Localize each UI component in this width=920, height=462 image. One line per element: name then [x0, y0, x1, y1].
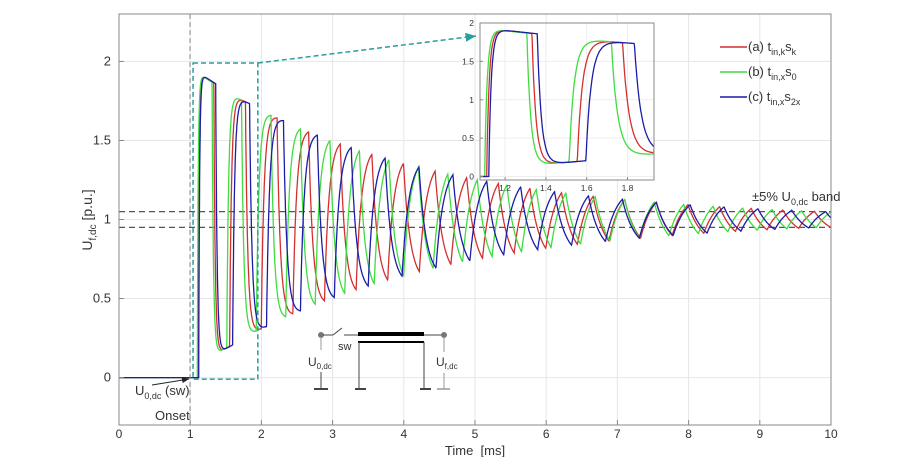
series-line-0 — [119, 76, 831, 379]
source-arrow — [151, 377, 190, 386]
series-line-2 — [119, 76, 831, 379]
output-label: Uf,dc — [436, 355, 458, 371]
source-annotation: U0,dc (sw) — [135, 383, 190, 401]
zoom-arrow — [257, 32, 477, 64]
x-tick-label: 4 — [400, 427, 407, 441]
x-tick-label: 5 — [472, 427, 479, 441]
inset-background — [480, 23, 654, 180]
series-main — [119, 76, 831, 379]
inset-series-line-2 — [480, 30, 654, 178]
x-tick-label: 7 — [614, 427, 621, 441]
inset-y-tick-label: 1.5 — [462, 56, 474, 66]
switch-blade — [332, 327, 343, 336]
inset-frame — [479, 22, 655, 181]
x-tick-label: 1 — [187, 427, 194, 441]
x-tick-label: 6 — [543, 427, 550, 441]
series-inset — [480, 30, 654, 178]
inset-y-tick-label: 1 — [469, 95, 474, 105]
onset-label: Onset — [155, 408, 190, 423]
source-label: U0,dc — [308, 355, 332, 371]
x-tick-label: 0 — [116, 427, 123, 441]
x-axis-label: Time [ms] — [445, 443, 505, 457]
band-label: ±5% U0,dc band — [752, 189, 841, 207]
legend: (a) tin,ksk (b) tin,xs0 (c) tin,xs2x — [720, 39, 801, 107]
zoom-box — [192, 62, 259, 380]
y-tick-label: 2 — [104, 53, 111, 68]
series-line-1 — [119, 76, 831, 379]
inset-x-tick-label: 1.8 — [622, 183, 634, 193]
circuit-diagram — [314, 327, 450, 390]
legend-label-0: (a) tin,ksk — [748, 39, 797, 57]
x-tick-label: 8 — [685, 427, 692, 441]
y-axis-label: Uf,dc [p.u.] — [79, 189, 99, 250]
x-tick-label: 2 — [258, 427, 265, 441]
x-tick-label: 3 — [329, 427, 336, 441]
y-tick-label: 0 — [104, 370, 111, 385]
y-tick-label: 1 — [104, 212, 111, 227]
inset-x-tick-label: 1.2 — [499, 183, 511, 193]
inset-x-tick-label: 1.6 — [581, 183, 593, 193]
inset-y-tick-label: 0.5 — [462, 133, 474, 143]
x-tick-label: 10 — [824, 427, 838, 441]
source-node — [318, 332, 324, 338]
y-tick-label: 0.5 — [93, 291, 111, 306]
inset-y-tick-label: 2 — [469, 18, 474, 28]
legend-label-1: (b) tin,xs0 — [748, 64, 797, 82]
legend-label-2: (c) tin,xs2x — [748, 89, 801, 107]
inset-y-tick-label: 0 — [469, 172, 474, 182]
y-tick-label: 1.5 — [93, 132, 111, 147]
switch-label: sw — [338, 341, 352, 353]
tolerance-band — [119, 210, 831, 229]
x-tick-label: 9 — [756, 427, 763, 441]
inset-x-tick-label: 1.4 — [540, 183, 552, 193]
inset-ticks: 1.2 1.4 1.6 1.8 0 0.5 1 1.5 2 — [462, 18, 633, 193]
output-node — [441, 332, 447, 338]
